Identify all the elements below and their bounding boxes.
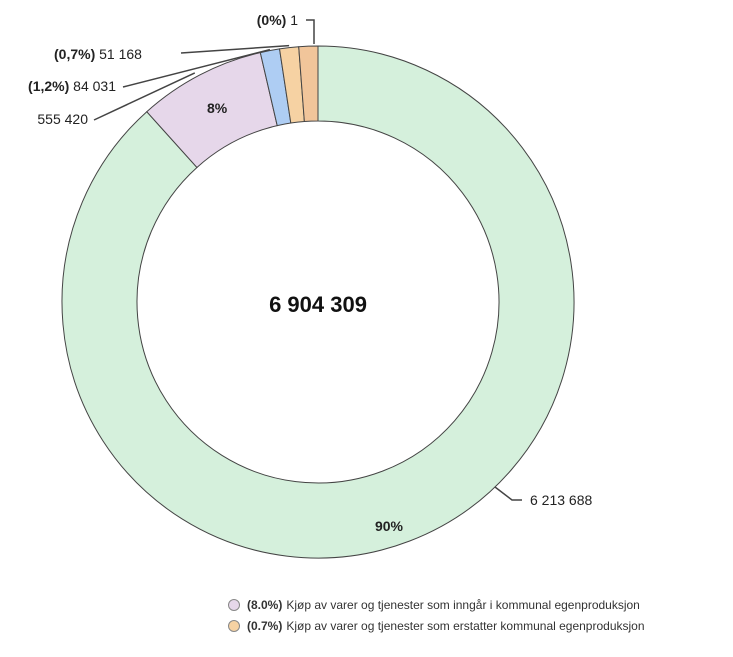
donut-slice-0[interactable] xyxy=(61,45,575,559)
legend-item-egenproduksjon[interactable]: (8.0%) Kjøp av varer og tjenester som in… xyxy=(228,594,645,615)
slice-pct-label-0: 90% xyxy=(375,518,404,534)
leader-line-4 xyxy=(306,19,315,44)
legend-swatch-orange xyxy=(228,619,240,632)
slice-value-label-0: 6 213 688 xyxy=(530,492,592,508)
donut-slice-4[interactable] xyxy=(298,45,319,123)
slice-value-label-4: (0%) 1 xyxy=(257,12,298,28)
slice-value-label-1: 555 420 xyxy=(37,111,88,127)
total-value-label: 6 904 309 xyxy=(269,292,367,317)
slice-value-label-2: (1,2%) 84 031 xyxy=(28,78,116,94)
leader-line-2 xyxy=(122,48,271,88)
legend: (8.0%) Kjøp av varer og tjenester som in… xyxy=(228,594,645,636)
legend-text: Kjøp av varer og tjenester som inngår i … xyxy=(286,597,640,612)
legend-text: Kjøp av varer og tjenester som erstatter… xyxy=(286,618,645,633)
legend-pct: (0.7%) xyxy=(247,618,283,633)
leader-line-0 xyxy=(494,486,522,501)
legend-swatch-purple xyxy=(228,598,240,611)
legend-pct: (8.0%) xyxy=(247,597,283,612)
slice-pct-label-1: 8% xyxy=(207,100,228,116)
legend-item-erstatter[interactable]: (0.7%) Kjøp av varer og tjenester som er… xyxy=(228,615,645,636)
slice-value-label-3: (0,7%) 51 168 xyxy=(54,46,142,62)
leader-line-3 xyxy=(180,44,290,54)
leader-line-1 xyxy=(93,72,196,121)
